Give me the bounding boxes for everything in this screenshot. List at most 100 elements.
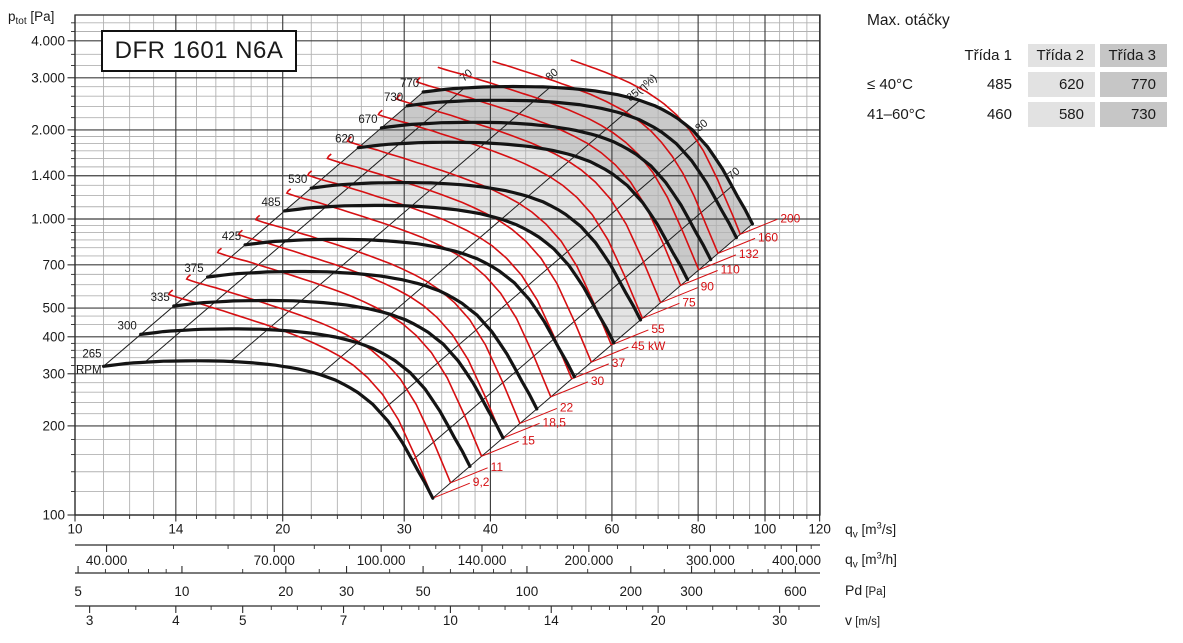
rpm-label: 530 [288, 174, 307, 186]
power-label: 22 [560, 400, 574, 414]
power-curve-11 [185, 274, 452, 484]
x-tick-label: 200.000 [564, 553, 613, 568]
power-label: 90 [701, 280, 715, 294]
power-curve-110 [415, 76, 682, 286]
y-axis-name: ptot [Pa] [8, 9, 54, 27]
power-curve-37 [306, 170, 573, 380]
power-label: 37 [612, 356, 626, 370]
y-tick-label: 200 [42, 418, 65, 433]
x-axis-flow-m3s: 10 14 20 30 40 60 80 100 120 qv [m3/s] [67, 515, 896, 541]
cell-le40-trida3: 770 [1100, 72, 1167, 97]
x-tick-label: 100.000 [357, 553, 406, 568]
rpm-label: 300 [118, 320, 137, 332]
col-header-trida3: Třída 3 [1100, 44, 1167, 67]
power-curve-200 [570, 59, 742, 235]
cell-4160-trida3: 730 [1100, 102, 1167, 127]
rpm-label: 375 [184, 263, 203, 275]
x-tick-label: 30 [339, 584, 354, 599]
y-tick-label: 1.000 [31, 212, 65, 227]
speed-class-table: Třída 1 Třída 2 Třída 3 ≤ 40°C 485 620 7… [859, 39, 1172, 132]
y-tick-label: 2.000 [31, 122, 65, 137]
row-label-41-60: 41–60°C [867, 106, 926, 123]
x-tick-label: 4 [172, 613, 180, 628]
x-tick-label: 80 [691, 522, 706, 537]
power-label: 18,5 [543, 415, 567, 429]
x-axis-pd: 5 10 20 30 50 100 200 300 600 Pd [Pa] [74, 566, 886, 599]
cell-4160-trida2: 580 [1028, 102, 1095, 127]
y-tick-label: 400 [42, 329, 65, 344]
chart-title-box: DFR 1601 N6A [101, 30, 297, 72]
x-tick-label: 10 [174, 584, 189, 599]
x-tick-label: 20 [275, 522, 290, 537]
x-tick-label: 140.000 [458, 553, 507, 568]
cell-le40-trida1: 485 [986, 76, 1012, 93]
col-header-trida2: Třída 2 [1028, 44, 1095, 67]
x-tick-label: 7 [340, 613, 348, 628]
power-label: 45 kW [631, 339, 666, 353]
rpm-curve-730 [405, 98, 738, 240]
x-tick-label: 300 [680, 584, 703, 599]
x-tick-label: 20 [278, 584, 293, 599]
axis-name: qv [m3/s] [845, 521, 896, 541]
rpm-curve-425 [243, 237, 576, 379]
col-header-trida1: Třída 1 [964, 47, 1012, 64]
power-label: 200 [780, 211, 800, 225]
y-tick-label: 1.400 [31, 168, 65, 183]
rpm-label: 265 [82, 348, 101, 360]
axis-name: v [m/s] [845, 612, 880, 628]
power-curve-9,2 [167, 289, 434, 499]
y-tick-label: 700 [42, 257, 65, 272]
rpm-label: 770 [400, 78, 419, 90]
x-tick-label: 200 [620, 584, 643, 599]
rpm-curve-485 [283, 203, 616, 345]
x-tick-label: 40 [483, 522, 498, 537]
y-tick-label: 100 [42, 508, 65, 523]
max-speed-table: Max. otáčky Třída 1 Třída 2 Třída 3 ≤ 40… [864, 8, 1172, 132]
power-label: 30 [591, 374, 605, 388]
power-curve-30 [285, 188, 552, 398]
power-label: 75 [682, 295, 696, 309]
cell-le40-trida2: 620 [1028, 72, 1095, 97]
x-tick-label: 14 [168, 522, 184, 537]
rpm-curve-670 [379, 120, 713, 262]
x-axis-flow_h: 40.000 70.000 100.000 140.000 200.000 300.000… [75, 544, 897, 571]
axis-name: Pd [Pa] [845, 582, 886, 598]
rpm-curve-770 [421, 84, 754, 226]
y-tick-label: 500 [42, 301, 65, 316]
power-label: 55 [651, 322, 665, 336]
x-tick-label: 600 [784, 584, 807, 599]
rpm-label: 335 [151, 292, 170, 304]
y-axis: 4.000 3.000 2.000 1.400 1.000 700 500 400 300 200… [8, 9, 75, 523]
x-tick-label: 120 [808, 522, 831, 537]
x-tick-label: 60 [604, 522, 619, 537]
x-tick-label: 400.000 [772, 553, 821, 568]
power-label: 132 [739, 247, 759, 261]
power-curve-132 [437, 66, 700, 271]
rpm-label: 730 [384, 92, 403, 104]
power-label: 15 [522, 433, 536, 447]
x-tick-label: 14 [544, 613, 560, 628]
power-curve-55 [346, 136, 613, 346]
table-row-41-60: 41–60°C 460 580 730 [864, 102, 1167, 127]
power-curve-75 [377, 109, 644, 319]
x-tick-label: 20 [651, 613, 666, 628]
y-tick-label: 4.000 [31, 33, 65, 48]
chart-title: DFR 1601 N6A [114, 37, 284, 64]
power-label: 11 [491, 460, 504, 474]
power-curve-15 [216, 247, 483, 457]
x-tick-label: 70.000 [254, 553, 295, 568]
rpm-curve-375 [206, 269, 539, 411]
rpm-label: 670 [358, 114, 377, 126]
power-curve-18,5 [237, 229, 504, 439]
x-tick-label: 10 [443, 613, 458, 628]
x-tick-label: 10 [67, 522, 82, 537]
table-header-row: Třída 1 Třída 2 Třída 3 [864, 44, 1167, 67]
rpm-curve-620 [356, 140, 690, 282]
table-row-le40: ≤ 40°C 485 620 770 [864, 72, 1167, 97]
power-label: 110 [721, 263, 740, 277]
x-tick-label: 30 [772, 613, 787, 628]
rpm-curve-530 [309, 181, 643, 322]
